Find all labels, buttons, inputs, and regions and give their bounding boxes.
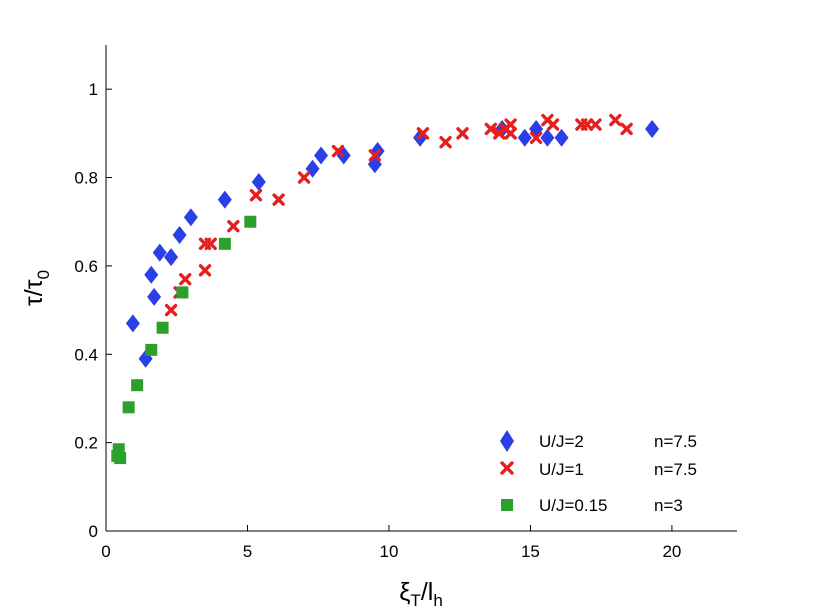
x-point: [198, 264, 212, 277]
legend: U/J=2 n=7.5 U/J=1 n=7.5 U/J=0.15 n=3: [500, 430, 697, 515]
square-point: [122, 401, 135, 414]
diamond-point: [144, 265, 159, 284]
diamond-point: [172, 225, 187, 244]
x-tick-label: 0: [101, 542, 110, 561]
x-point: [331, 144, 345, 158]
x-point: [620, 122, 633, 136]
x-point: [249, 189, 263, 202]
y-axis-label: τ/τ0: [20, 270, 53, 306]
x-axis-label: ξT/lh: [399, 578, 443, 610]
legend-entry-3: U/J=0.15 n=3: [501, 496, 683, 515]
x-point: [456, 127, 469, 140]
legend-series-extra: n=3: [654, 496, 683, 515]
series-x: [164, 113, 633, 317]
x-point: [272, 193, 285, 206]
y-tick-label: 0: [89, 522, 98, 541]
y-tick-label: 1: [89, 80, 98, 99]
legend-entry-1: U/J=2 n=7.5: [500, 430, 697, 452]
x-point: [227, 219, 240, 233]
x-point: [504, 127, 517, 140]
diamond-point: [164, 248, 179, 267]
x-point: [484, 122, 498, 136]
diamond-point: [251, 172, 266, 191]
legend-entry-2: U/J=1 n=7.5: [500, 460, 697, 479]
x-point: [297, 171, 311, 184]
legend-series-name: U/J=0.15: [539, 496, 608, 515]
square-point: [131, 379, 144, 392]
square-point: [176, 286, 189, 299]
x-point: [416, 127, 430, 140]
legend-square-marker: [501, 499, 513, 511]
diamond-point: [540, 128, 555, 147]
x-point: [504, 118, 517, 131]
diamond-point: [125, 314, 140, 333]
y-tick-label: 0.6: [74, 257, 98, 276]
legend-x-marker: [500, 461, 514, 475]
diamond-point: [217, 190, 232, 209]
diamond-point: [152, 243, 167, 262]
legend-series-extra: n=7.5: [654, 460, 697, 479]
x-point: [368, 149, 382, 162]
diamond-point: [147, 287, 162, 306]
legend-series-name: U/J=2: [539, 432, 584, 451]
y-tick-label: 0.2: [74, 434, 98, 453]
y-tick-label: 0.8: [74, 169, 98, 188]
series-square: [111, 215, 257, 465]
square-point: [244, 215, 257, 228]
x-tick-label: 5: [243, 542, 252, 561]
diamond-point: [183, 208, 198, 227]
x-point: [546, 118, 560, 131]
x-point: [164, 303, 178, 317]
x-point: [179, 272, 192, 286]
legend-series-extra: n=7.5: [654, 432, 697, 451]
data-points: [111, 113, 660, 465]
square-point: [218, 237, 231, 250]
x-point: [529, 131, 543, 144]
x-tick-label: 15: [521, 542, 540, 561]
y-tick-label: 0.4: [74, 345, 98, 364]
square-point: [156, 321, 169, 334]
x-point: [204, 237, 217, 251]
x-point: [580, 118, 594, 131]
diamond-point: [645, 119, 660, 138]
x-point: [439, 136, 452, 149]
ticks: 0 5 10 15 20 0 0.2 0.4 0.6 0.8 1: [74, 80, 681, 561]
legend-diamond-marker: [500, 430, 514, 452]
x-tick-label: 20: [662, 542, 681, 561]
legend-series-name: U/J=1: [539, 460, 584, 479]
x-point: [609, 113, 622, 127]
diamond-point: [314, 146, 329, 165]
square-point: [114, 452, 127, 465]
diamond-point: [554, 128, 569, 147]
x-tick-label: 10: [379, 542, 398, 561]
diamond-point: [517, 128, 532, 147]
axes: [105, 45, 737, 532]
square-point: [145, 343, 158, 356]
x-point: [589, 118, 602, 131]
